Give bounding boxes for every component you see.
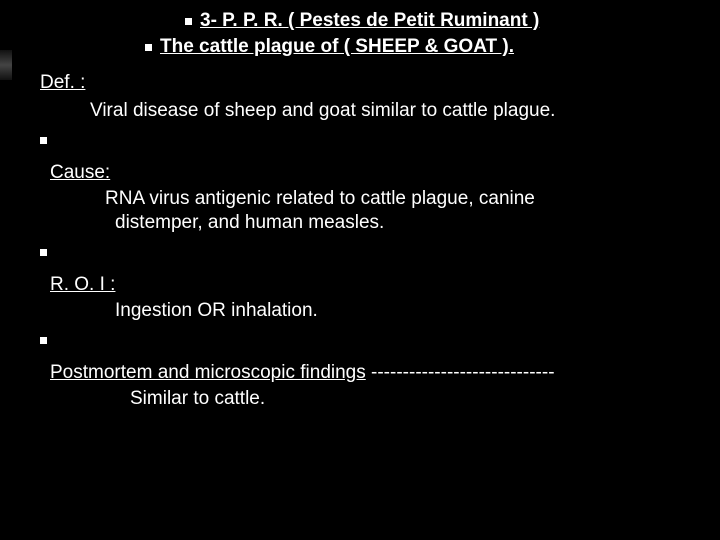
roi-label: R. O. I : — [50, 274, 690, 296]
bullet-icon — [40, 337, 47, 344]
roi-label-text: R. O. I : — [50, 274, 115, 295]
def-text: Viral disease of sheep and goat similar … — [90, 100, 690, 122]
title-2-text: The cattle plague of ( SHEEP & GOAT ). — [160, 36, 514, 58]
cause-label-text: Cause: — [50, 162, 110, 183]
empty-bullet-2 — [40, 242, 690, 264]
cause-text-1: RNA virus antigenic related to cattle pl… — [105, 188, 535, 209]
def-label-text: Def. : — [40, 72, 85, 93]
def-label: Def. : — [40, 72, 690, 94]
empty-bullet-3 — [40, 330, 690, 352]
def-text-content: Viral disease of sheep and goat similar … — [90, 100, 555, 121]
bullet-icon — [40, 249, 47, 256]
cause-label: Cause: — [50, 162, 690, 184]
pm-dashes: ----------------------------- — [366, 362, 555, 383]
left-accent-bar — [0, 50, 12, 80]
bullet-icon — [40, 137, 47, 144]
pm-text-content: Similar to cattle. — [130, 388, 265, 409]
pm-label-line: Postmortem and microscopic findings ----… — [50, 362, 690, 384]
title-line-1: 3- P. P. R. ( Pestes de Petit Ruminant ) — [185, 10, 690, 32]
title-1-text: 3- P. P. R. ( Pestes de Petit Ruminant ) — [200, 10, 539, 32]
empty-bullet-1 — [40, 130, 690, 152]
cause-text-2: distemper, and human measles. — [115, 212, 384, 233]
bullet-icon — [185, 18, 192, 25]
pm-text: Similar to cattle. — [130, 388, 690, 410]
cause-text-line-1: RNA virus antigenic related to cattle pl… — [105, 188, 690, 210]
pm-label-text: Postmortem and microscopic findings — [50, 362, 366, 383]
bullet-icon — [145, 44, 152, 51]
roi-text-content: Ingestion OR inhalation. — [115, 300, 318, 321]
cause-text-line-2: distemper, and human measles. — [115, 212, 690, 234]
title-line-2: The cattle plague of ( SHEEP & GOAT ). — [145, 36, 690, 58]
roi-text: Ingestion OR inhalation. — [115, 300, 690, 322]
